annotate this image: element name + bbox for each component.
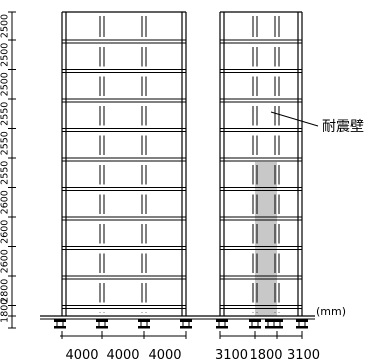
foundation-pile-icon — [296, 319, 308, 322]
shear-wall-leader-line — [270, 111, 319, 127]
foundation-pile-icon — [180, 319, 192, 322]
story-height-label: 2500 — [0, 14, 11, 38]
story-height-label: 2600 — [0, 190, 11, 214]
story-height-label: 2800 — [0, 279, 11, 303]
left-span-label: 4000 — [106, 348, 139, 363]
shear-wall-fill — [255, 162, 277, 316]
unit-label: (mm) — [316, 305, 346, 318]
story-height-label: 2600 — [0, 249, 11, 273]
foundation-pile-icon — [249, 326, 261, 329]
right-span-label: 3100 — [287, 348, 320, 363]
foundation-pile-icon — [216, 326, 228, 329]
story-height-label: 2550 — [0, 102, 11, 126]
foundation-pile-icon — [96, 319, 108, 322]
foundation-pile-icon — [54, 326, 66, 329]
right-frame — [40, 11, 319, 329]
left-frame — [61, 11, 187, 317]
foundation-pile-icon — [138, 319, 150, 322]
foundation-pile-icon — [216, 319, 228, 322]
story-height-label: 1800 — [0, 299, 11, 323]
story-height-label: 2500 — [0, 43, 11, 67]
foundation-pile-icon — [249, 319, 261, 322]
foundation-pile-icon — [54, 319, 66, 322]
story-height-label: 2550 — [0, 161, 11, 185]
foundation-pile-icon — [296, 326, 308, 329]
right-span-label: 1800 — [249, 348, 282, 363]
foundation-pile-icon — [96, 326, 108, 329]
story-height-label: 2550 — [0, 131, 11, 155]
left-span-label: 4000 — [148, 348, 181, 363]
foundation-pile-icon — [271, 319, 283, 322]
foundation-pile-icon — [271, 326, 283, 329]
diagram-labels: 2500 2500 2500 2550 2550 2550 2600 2600 2600 2800… — [0, 11, 364, 363]
story-height-label: 2600 — [0, 220, 11, 244]
shear-wall-label: 耐震壁 — [322, 119, 364, 135]
story-height-label: 2500 — [0, 72, 11, 96]
left-span-label: 4000 — [65, 348, 98, 363]
right-span-label: 3100 — [215, 348, 248, 363]
foundation-pile-icon — [138, 326, 150, 329]
foundation-pile-icon — [180, 326, 192, 329]
